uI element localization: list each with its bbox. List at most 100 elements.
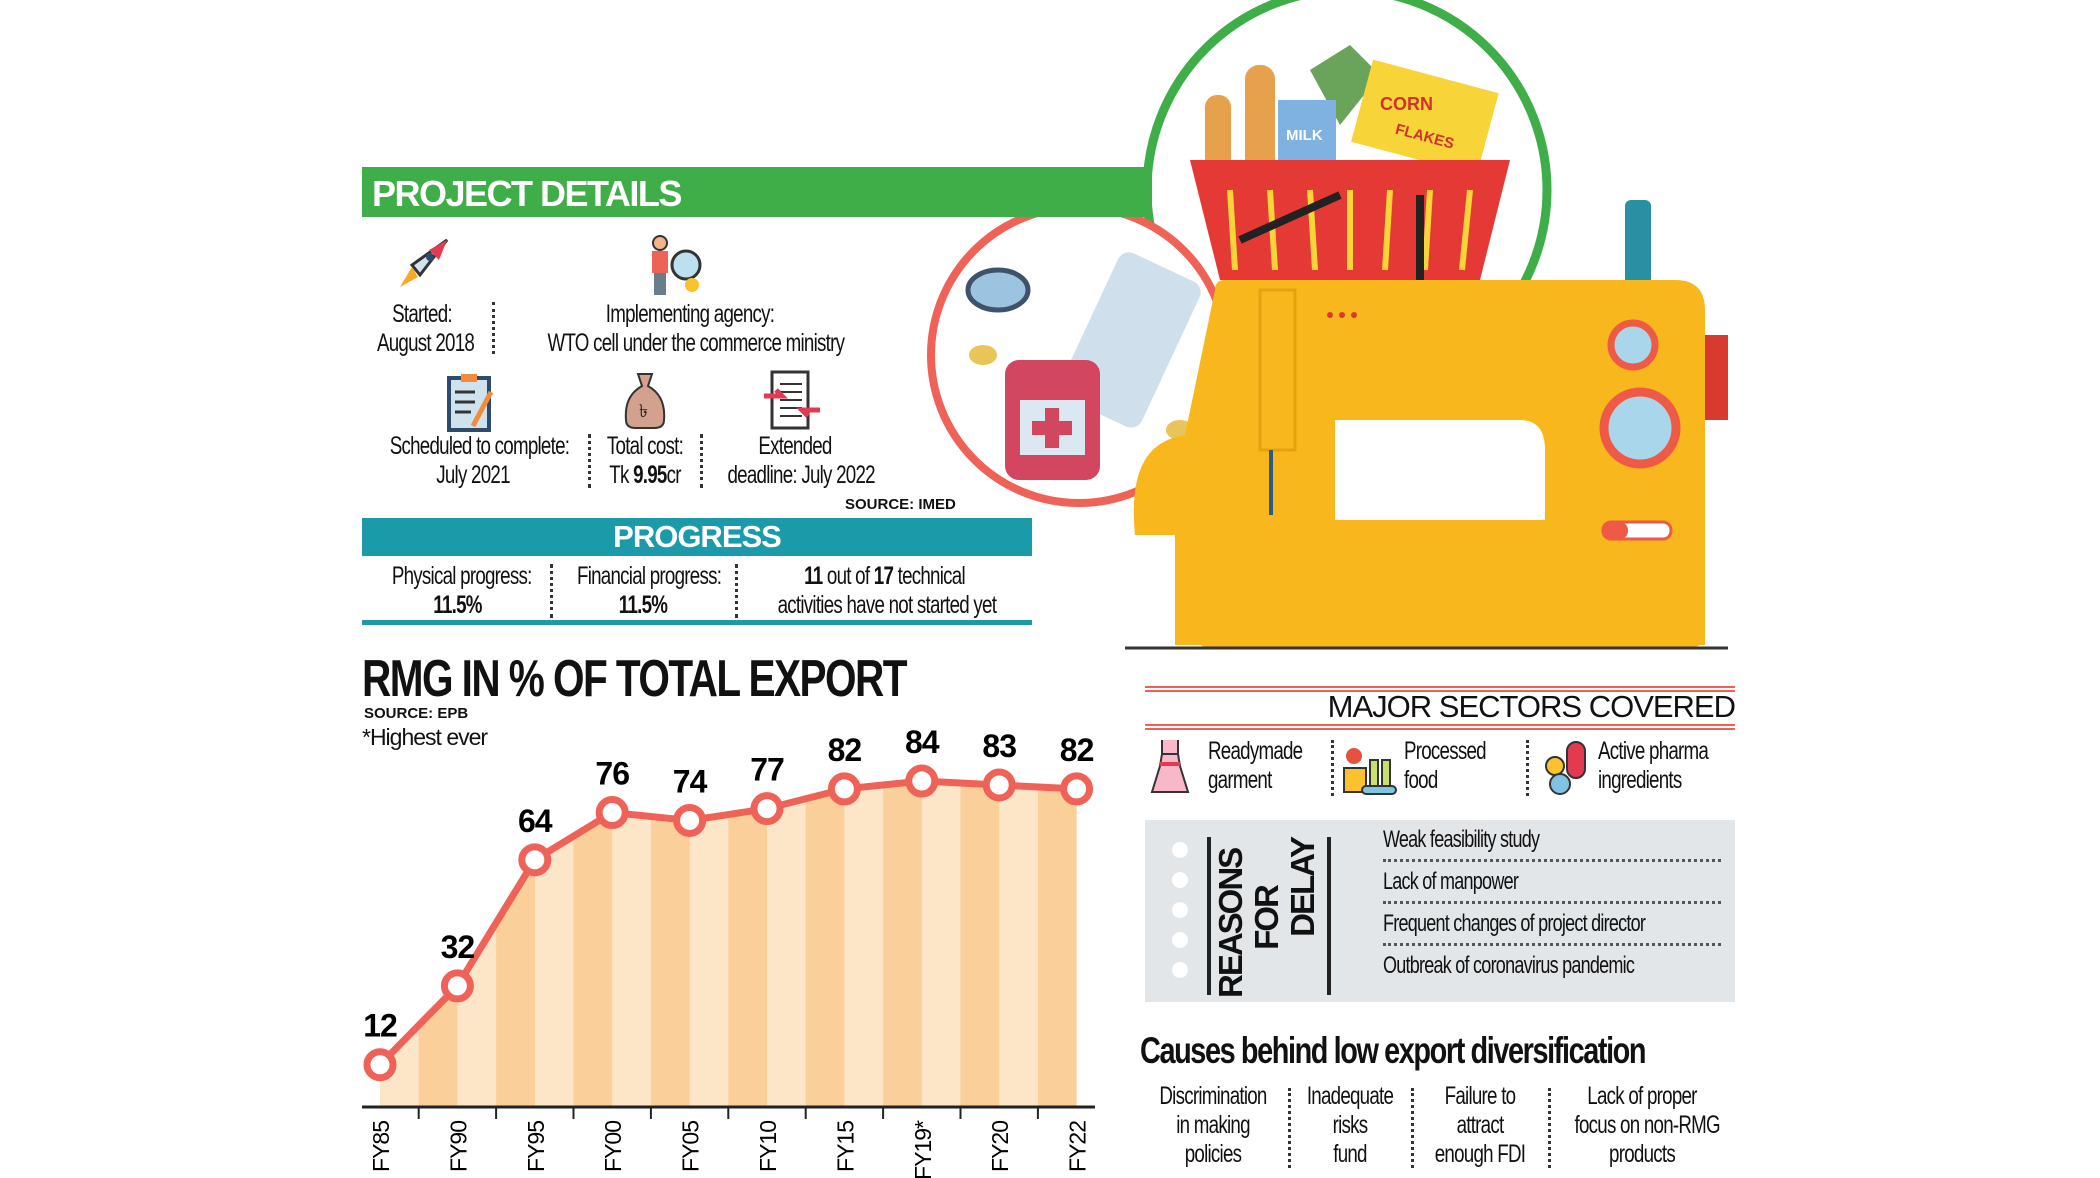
area-stripe (805, 781, 845, 1107)
area-stripe (457, 781, 497, 1107)
money-bag-icon: ৳ (624, 373, 666, 429)
started-label: Started: (392, 300, 452, 328)
extended-value: deadline: July 2022 (727, 461, 876, 489)
cause-item: Failure to attract enough FDI (1434, 1082, 1526, 1168)
sewing-machine-illustration (1133, 200, 1728, 647)
imed-source: SOURCE: IMED (845, 496, 956, 513)
cause-item: Lack of proper focus on non-RMG products (1574, 1082, 1721, 1168)
reason-item: Frequent changes of project director (1383, 904, 1721, 946)
area-stripe (767, 781, 807, 1107)
sector-food: Processed food (1404, 737, 1487, 794)
divider (1288, 1088, 1291, 1168)
area-stripe (1037, 781, 1077, 1107)
area-stripe (650, 781, 691, 1107)
x-tick-label: FY00 (600, 1121, 626, 1172)
area-stripe (844, 781, 884, 1107)
extended-label: Extended (758, 432, 832, 460)
reason-item: Weak feasibility study (1383, 820, 1721, 862)
x-tick-label: FY22 (1065, 1121, 1091, 1172)
svg-text:৳: ৳ (639, 401, 648, 421)
activities-status: 11 out of 17 technical activities have no… (777, 562, 997, 619)
extended-info: Extended deadline: July 2022 (727, 432, 876, 490)
area-stripe (496, 781, 536, 1107)
physical-progress: Physical progress: 11.5% (391, 562, 532, 620)
pills-icon (1545, 741, 1586, 795)
financial-progress: Financial progress: 11.5% (577, 562, 722, 620)
x-tick-label: FY95 (523, 1121, 549, 1172)
scheduled-info: Scheduled to complete: July 2021 (389, 432, 570, 490)
divider (1548, 1088, 1551, 1168)
data-label: 77 (750, 752, 784, 788)
chart-source: SOURCE: EPB (364, 705, 469, 722)
sectors-title: MAJOR SECTORS COVERED (1327, 689, 1736, 724)
reason-item: Lack of manpower (1383, 862, 1721, 904)
divider (492, 302, 495, 354)
area-stripe (534, 781, 574, 1107)
pharma-illustration (927, 203, 1231, 507)
x-tick-label: FY15 (832, 1121, 858, 1172)
x-tick-label: FY05 (678, 1121, 704, 1172)
scheduled-label: Scheduled to complete: (389, 432, 570, 460)
data-point (982, 768, 1016, 802)
data-point (1060, 772, 1094, 806)
cost-info: Total cost: Tk 9.95cr (605, 432, 685, 490)
data-label: 84 (905, 724, 940, 760)
divider (1145, 724, 1735, 730)
agency-label: Implementing agency: (605, 300, 775, 328)
cause-item: Discrimination in making policies (1159, 1082, 1267, 1168)
data-label: 82 (828, 732, 862, 768)
agency-value: WTO cell under the commerce ministry (547, 329, 845, 357)
area-stripe (921, 781, 961, 1107)
data-point (440, 969, 474, 1003)
area-stripe (960, 781, 1000, 1107)
physical-value: 11.5% (433, 591, 482, 619)
data-label: 74 (673, 763, 708, 799)
project-details-header: PROJECT DETAILS (362, 167, 1152, 217)
divider (1145, 686, 1735, 692)
scheduled-value: July 2021 (436, 461, 510, 489)
cost-label: Total cost: (606, 432, 684, 460)
rmg-chart: 12 FY85 32 FY90 64 FY95 76 FY00 74 FY05 77 FY10 82 FY… (362, 724, 1095, 1178)
reason-item: Outbreak of coronavirus pandemic (1383, 952, 1635, 979)
data-point (518, 843, 552, 877)
sector-garment: Readymade garment (1208, 737, 1303, 794)
causes-title: Causes behind low export diversification (1140, 1030, 1647, 1071)
data-label: 32 (441, 929, 475, 965)
chart-title: RMG IN % OF TOTAL EXPORT (362, 650, 908, 708)
divider (588, 434, 591, 488)
financial-label: Financial progress: (577, 562, 722, 590)
data-label: 12 (363, 1008, 397, 1044)
agency-info: Implementing agency: WTO cell under the c… (547, 300, 845, 358)
data-point (595, 796, 629, 830)
divider (1331, 740, 1334, 796)
physical-label: Physical progress: (391, 562, 532, 590)
area-stripe (612, 781, 652, 1107)
cause-item: Inadequate risks fund (1306, 1082, 1394, 1168)
data-label: 64 (518, 803, 553, 839)
divider (550, 564, 553, 618)
checklist-icon (447, 374, 494, 432)
area-stripe (418, 781, 458, 1107)
area-stripe (728, 781, 768, 1107)
area-stripe (883, 781, 923, 1107)
food-processing-icon (1343, 748, 1397, 795)
divider (735, 564, 738, 618)
x-tick-label: FY20 (987, 1121, 1013, 1172)
data-label: 76 (595, 756, 629, 792)
data-point (363, 1048, 397, 1082)
started-info: Started: August 2018 (377, 300, 475, 358)
data-label: 83 (982, 728, 1016, 764)
data-point (905, 764, 939, 798)
corn-label: CORN (1380, 94, 1433, 114)
data-point (827, 772, 861, 806)
analyst-icon (652, 235, 702, 295)
area-stripe (689, 781, 729, 1107)
document-exchange-icon (764, 370, 820, 430)
x-tick-label: FY85 (368, 1121, 394, 1172)
cost-value: Tk 9.95cr (609, 461, 681, 489)
reasons-title: REASONS FOR DELAY (1212, 838, 1321, 998)
divider (700, 434, 703, 488)
sector-pharma: Active pharma ingredients (1598, 737, 1709, 794)
x-tick-label: FY90 (445, 1121, 471, 1172)
